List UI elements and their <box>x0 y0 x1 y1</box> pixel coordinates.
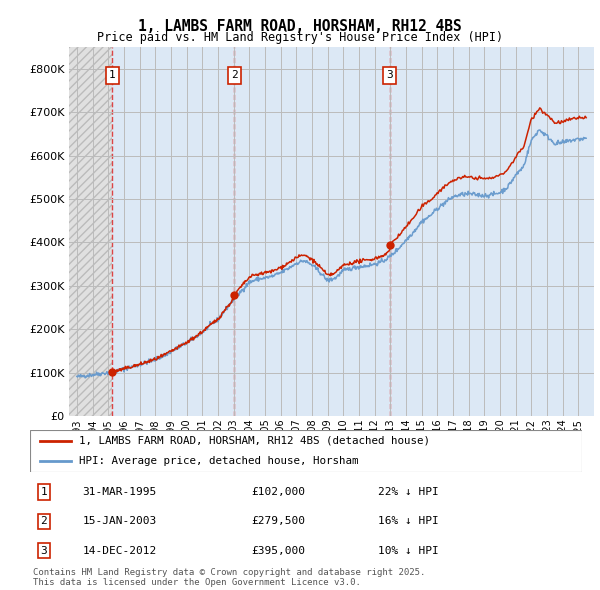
Text: 1, LAMBS FARM ROAD, HORSHAM, RH12 4BS (detached house): 1, LAMBS FARM ROAD, HORSHAM, RH12 4BS (d… <box>79 436 430 446</box>
Text: 3: 3 <box>40 546 47 556</box>
Text: 14-DEC-2012: 14-DEC-2012 <box>82 546 157 556</box>
Text: Contains HM Land Registry data © Crown copyright and database right 2025.
This d: Contains HM Land Registry data © Crown c… <box>33 568 425 587</box>
Text: 1: 1 <box>109 70 115 80</box>
Bar <box>69 47 112 416</box>
Text: 31-MAR-1995: 31-MAR-1995 <box>82 487 157 497</box>
Text: £279,500: £279,500 <box>251 516 305 526</box>
Text: £395,000: £395,000 <box>251 546 305 556</box>
Text: 15-JAN-2003: 15-JAN-2003 <box>82 516 157 526</box>
Text: 22% ↓ HPI: 22% ↓ HPI <box>378 487 439 497</box>
Text: 1, LAMBS FARM ROAD, HORSHAM, RH12 4BS: 1, LAMBS FARM ROAD, HORSHAM, RH12 4BS <box>138 19 462 34</box>
Text: £102,000: £102,000 <box>251 487 305 497</box>
Text: 16% ↓ HPI: 16% ↓ HPI <box>378 516 439 526</box>
Text: 2: 2 <box>231 70 238 80</box>
Text: Price paid vs. HM Land Registry's House Price Index (HPI): Price paid vs. HM Land Registry's House … <box>97 31 503 44</box>
Text: HPI: Average price, detached house, Horsham: HPI: Average price, detached house, Hors… <box>79 455 358 466</box>
Text: 10% ↓ HPI: 10% ↓ HPI <box>378 546 439 556</box>
FancyBboxPatch shape <box>30 430 582 472</box>
Text: 3: 3 <box>386 70 393 80</box>
Text: 2: 2 <box>40 516 47 526</box>
Text: 1: 1 <box>40 487 47 497</box>
